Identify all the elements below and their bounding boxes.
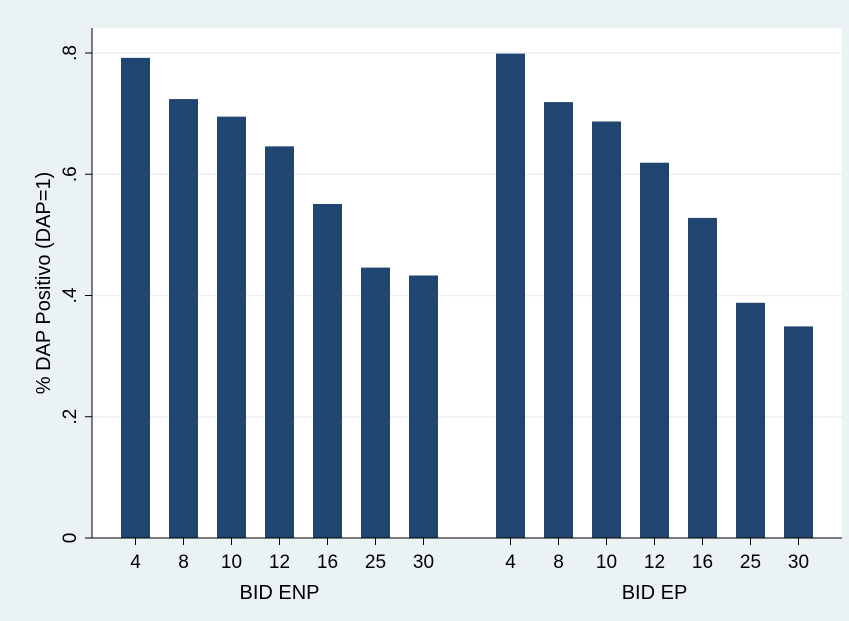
x-tick-label: 4 [130,552,141,573]
plot-area [92,28,842,538]
bar [784,326,813,538]
group-label: BID ENP [239,582,319,604]
x-axis-ticks: 4 8 10 12 16 25 30 4 8 10 12 16 25 30 [130,538,809,573]
bar [736,302,765,538]
y-tick-label: 0 [60,533,81,544]
bars [121,53,813,539]
bar [640,162,669,538]
bar [544,102,573,538]
bar [121,57,150,538]
x-tick-label: 10 [596,552,617,573]
x-tick-label: 30 [788,552,809,573]
x-tick-label: 10 [221,552,242,573]
bar [496,53,525,538]
bar [313,203,342,539]
bar [592,121,621,538]
x-tick-label: 4 [505,552,516,573]
y-axis-ticks: 0 .2 .4 .6 .8 [60,45,92,543]
x-tick-label: 12 [644,552,665,573]
x-tick-label: 12 [269,552,290,573]
x-tick-label: 30 [413,552,434,573]
group-label: BID EP [622,582,688,604]
x-tick-label: 16 [692,552,713,573]
group-labels: BID ENP BID EP [239,582,687,604]
bar [265,146,294,539]
bar [688,217,717,538]
x-tick-label: 8 [178,552,189,573]
bar [409,275,438,538]
bar [361,267,390,538]
x-tick-label: 16 [317,552,338,573]
x-tick-label: 8 [553,552,564,573]
y-tick-label: .2 [60,409,81,425]
y-axis-title: % DAP Positivo (DAP=1) [33,172,55,395]
y-tick-label: .4 [60,287,81,303]
y-tick-label: .6 [60,166,81,182]
x-tick-label: 25 [365,552,386,573]
x-tick-label: 25 [740,552,761,573]
y-tick-label: .8 [60,45,81,61]
bar [217,116,246,538]
bar [169,99,198,538]
